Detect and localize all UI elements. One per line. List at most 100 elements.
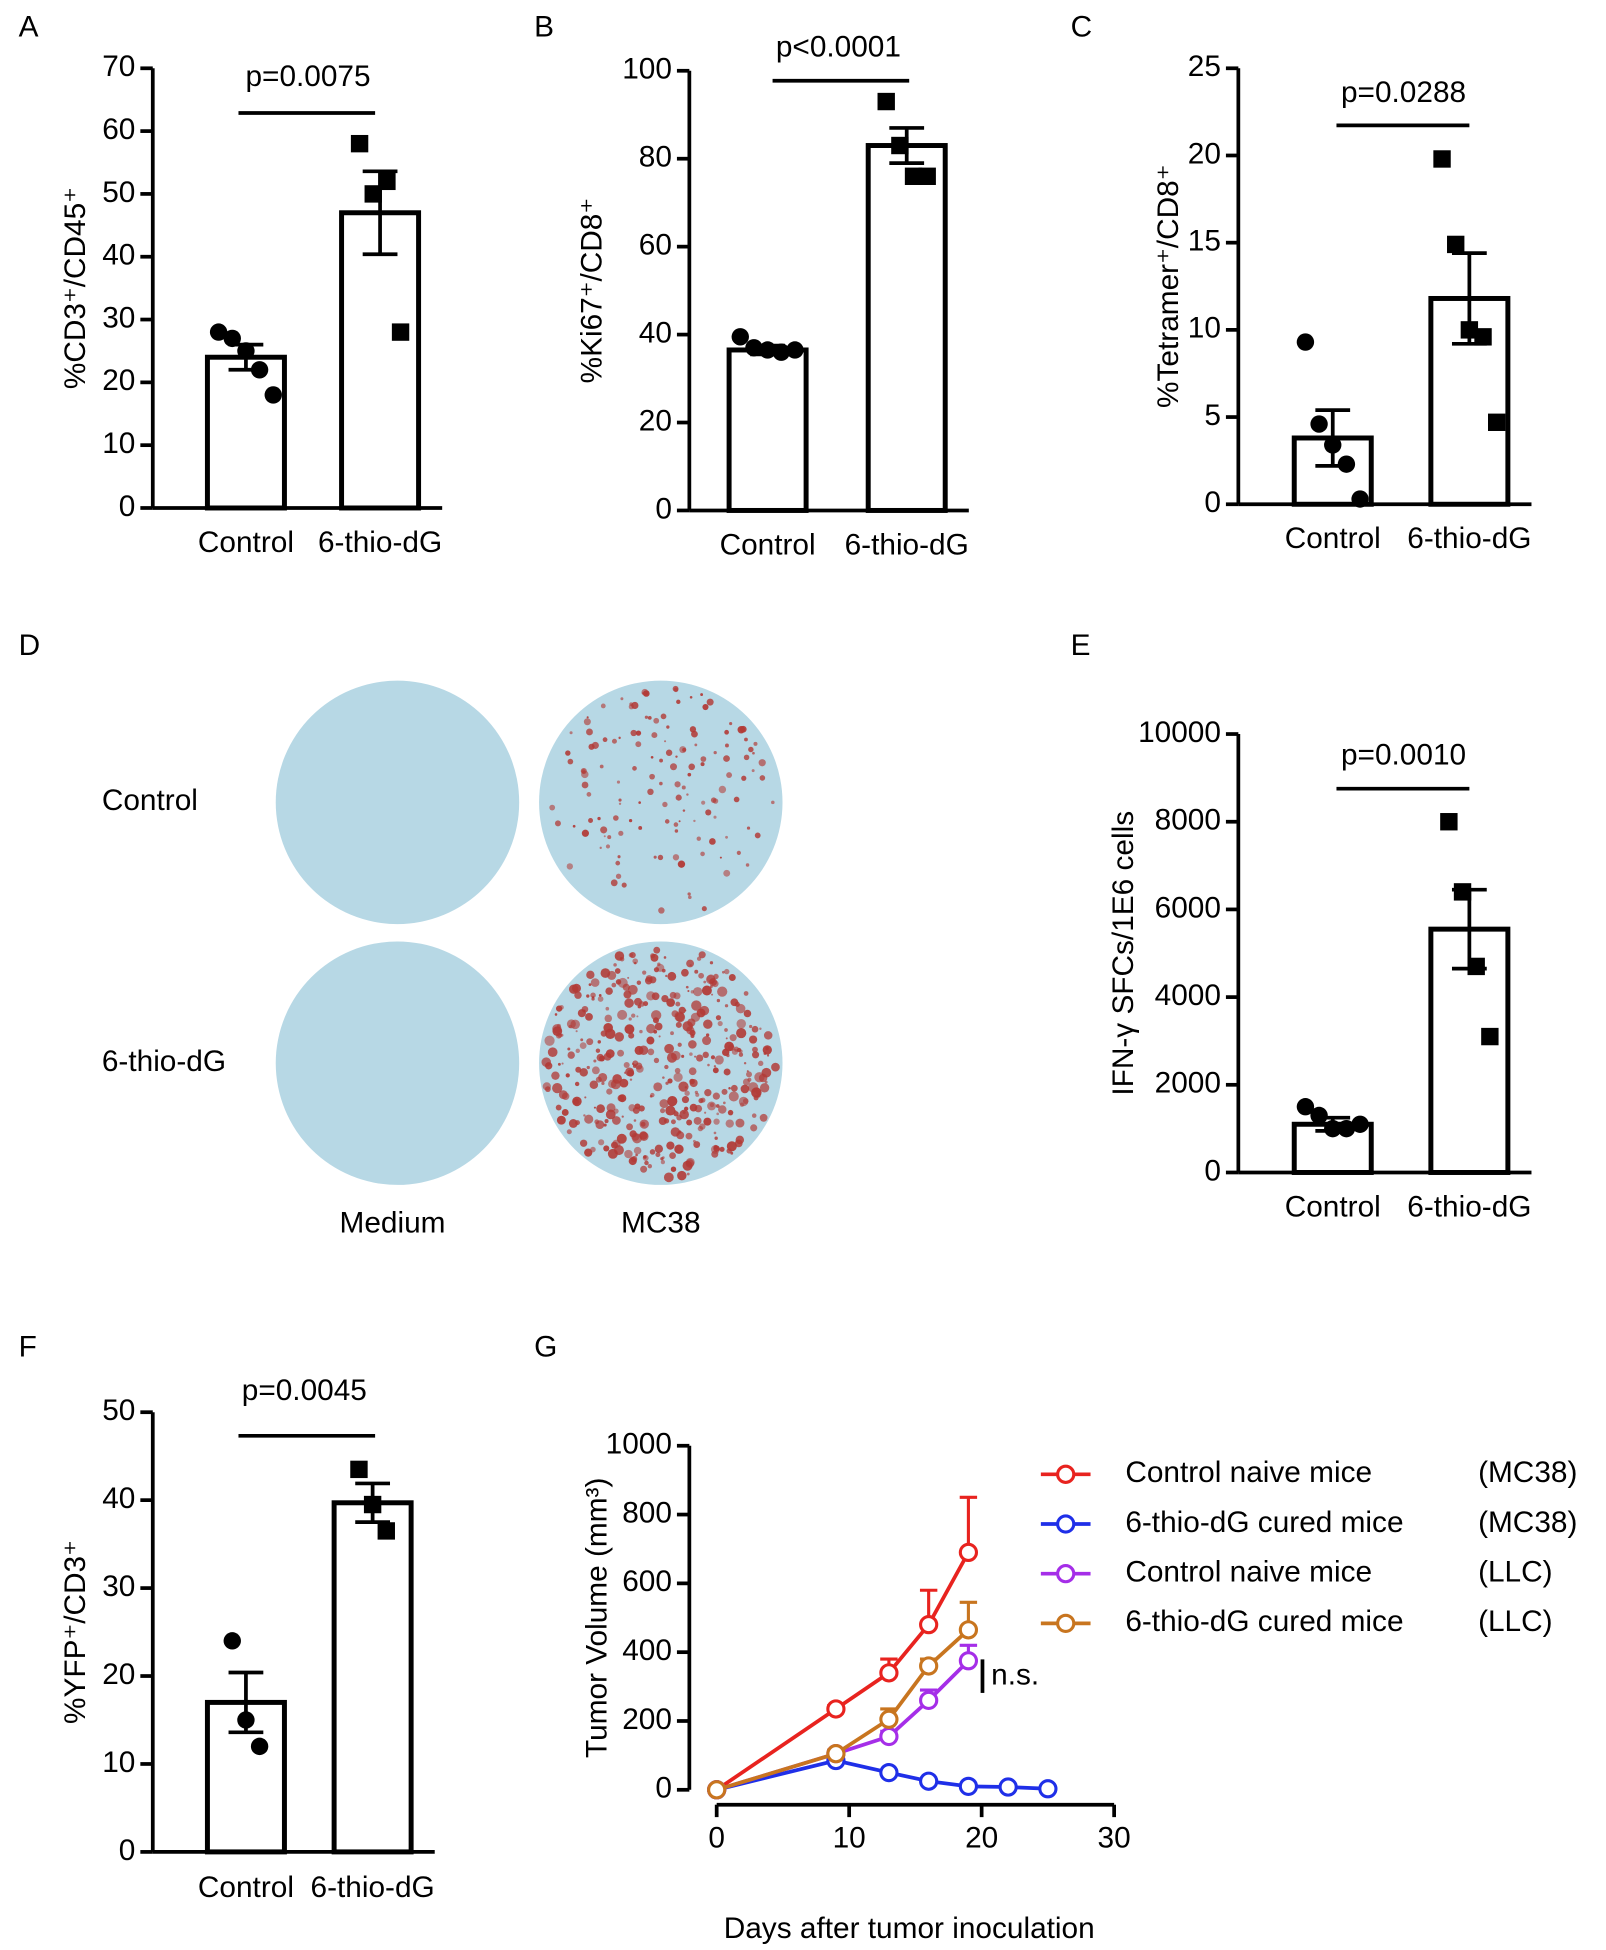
spot	[657, 854, 664, 861]
y-tick-label: 30	[102, 1570, 135, 1603]
spot	[579, 1042, 587, 1050]
spot	[607, 835, 612, 840]
spot	[628, 1032, 635, 1039]
spot	[568, 984, 579, 994]
spot	[736, 850, 741, 855]
data-point	[209, 323, 228, 341]
spot	[688, 895, 692, 900]
data-point	[879, 1663, 899, 1683]
data-point	[1310, 415, 1328, 433]
spot	[674, 1144, 684, 1154]
data-point	[1433, 150, 1451, 168]
spot	[567, 758, 574, 765]
panel-label: F	[19, 1331, 37, 1364]
spot	[743, 1062, 747, 1065]
spot	[622, 983, 630, 991]
spot	[742, 1078, 750, 1086]
data-point	[1324, 436, 1342, 454]
spot	[605, 987, 613, 995]
y-tick-label: 800	[622, 1496, 672, 1529]
spot	[707, 1101, 717, 1111]
data-point	[958, 1651, 979, 1671]
spot	[660, 713, 667, 720]
spot	[586, 1038, 594, 1046]
spot	[583, 718, 591, 726]
spot	[575, 1066, 582, 1073]
spot	[765, 1046, 769, 1051]
spot	[724, 1004, 729, 1008]
spot	[716, 998, 721, 1003]
spot	[729, 722, 733, 726]
spot	[723, 1068, 731, 1076]
spot	[694, 1055, 697, 1058]
series-line	[716, 1659, 970, 1792]
spot	[748, 746, 754, 753]
spot	[596, 1104, 605, 1114]
spot	[608, 1079, 617, 1089]
spot	[649, 773, 655, 780]
spot	[669, 1152, 676, 1159]
spot	[688, 763, 696, 771]
spot	[566, 863, 573, 870]
spot	[763, 1031, 773, 1040]
spot	[714, 1136, 718, 1140]
spot	[751, 1113, 757, 1118]
data-point	[377, 1522, 395, 1540]
data-point	[1296, 1098, 1315, 1116]
spot	[736, 1027, 747, 1039]
spot	[615, 873, 622, 879]
spot	[728, 974, 736, 981]
spot	[702, 703, 709, 711]
spot	[653, 946, 661, 954]
spot	[696, 1054, 704, 1062]
spot	[579, 1139, 588, 1147]
spot	[665, 749, 673, 756]
spot	[744, 737, 748, 742]
spot	[700, 1097, 706, 1103]
spot	[717, 1020, 723, 1027]
spot	[629, 1078, 633, 1081]
data-point	[1447, 235, 1465, 254]
spot	[689, 726, 697, 733]
spot	[660, 1108, 666, 1114]
spot	[676, 699, 681, 705]
panel-label: A	[19, 10, 39, 43]
spot	[605, 844, 611, 849]
spot	[649, 1149, 656, 1155]
spot	[759, 775, 766, 781]
spot	[620, 697, 624, 701]
spot	[586, 1065, 590, 1070]
spot	[713, 1118, 720, 1125]
spot	[624, 998, 634, 1008]
well	[539, 680, 783, 925]
legend-marker	[1056, 1564, 1076, 1584]
spot	[725, 1119, 734, 1128]
spot	[638, 826, 643, 830]
spot	[566, 1129, 572, 1135]
spot	[616, 780, 621, 784]
spot	[644, 1160, 649, 1166]
y-tick-label: 10	[1188, 312, 1221, 345]
spot	[646, 1023, 656, 1034]
spot	[598, 1072, 608, 1083]
spot	[686, 1172, 690, 1176]
spot	[675, 794, 682, 801]
spot	[628, 952, 634, 958]
spot	[659, 758, 663, 763]
spot	[664, 740, 667, 743]
data-point	[364, 185, 382, 203]
data-point	[350, 134, 369, 153]
spot	[628, 818, 633, 823]
spot	[603, 1123, 607, 1127]
spot	[743, 1009, 752, 1018]
spot	[703, 1117, 712, 1126]
spot	[635, 741, 642, 748]
spot	[675, 755, 678, 758]
spot	[712, 1067, 719, 1074]
spot	[650, 755, 654, 759]
y-tick-label: 40	[102, 1482, 135, 1515]
spot	[658, 907, 665, 914]
spot	[674, 829, 679, 833]
data-point	[786, 341, 804, 359]
